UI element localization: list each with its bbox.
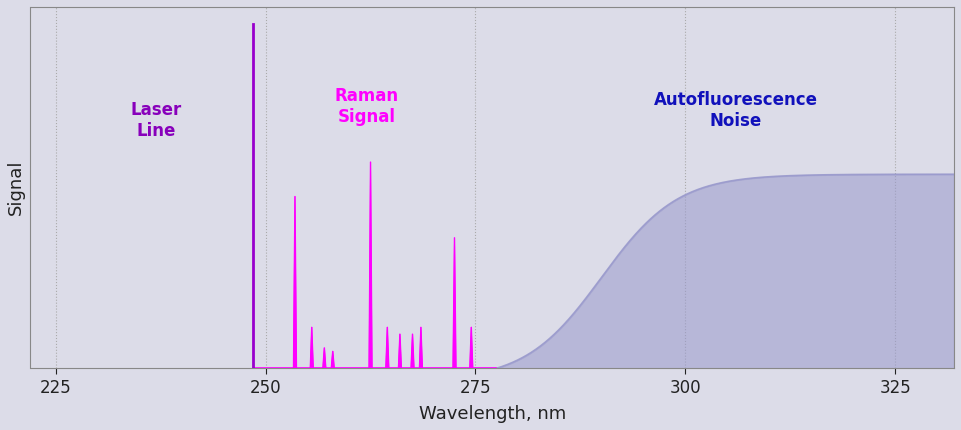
Polygon shape [310,327,313,369]
Text: Autofluorescence
Noise: Autofluorescence Noise [653,91,818,129]
Polygon shape [419,327,423,369]
Text: Raman
Signal: Raman Signal [334,87,399,126]
Polygon shape [453,237,456,369]
Text: Laser
Line: Laser Line [131,101,182,140]
Polygon shape [399,334,402,369]
Polygon shape [323,348,326,369]
Polygon shape [386,327,389,369]
Polygon shape [332,351,334,369]
Polygon shape [470,327,473,369]
Polygon shape [369,162,372,369]
X-axis label: Wavelength, nm: Wavelength, nm [419,405,566,423]
Polygon shape [293,196,296,369]
Polygon shape [411,334,414,369]
Y-axis label: Signal: Signal [7,160,25,215]
